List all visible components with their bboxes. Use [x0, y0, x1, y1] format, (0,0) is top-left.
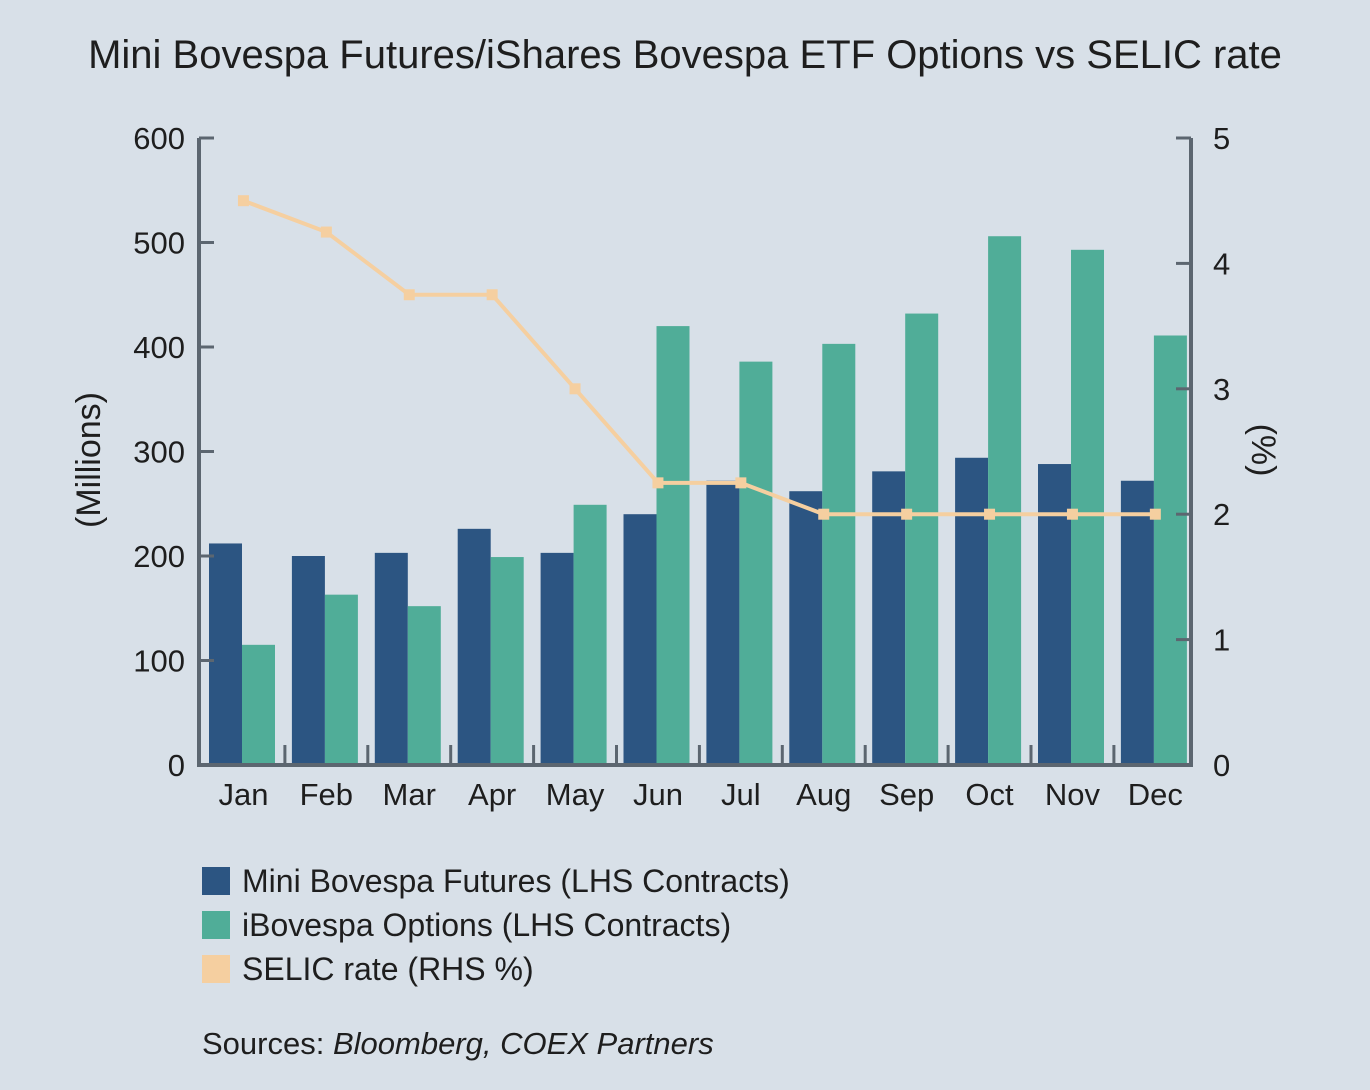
selic-point-nov	[1066, 508, 1078, 520]
bar-options-apr	[490, 557, 524, 765]
legend-label-futures: Mini Bovespa Futures (LHS Contracts)	[242, 863, 790, 899]
source-names: Bloomberg, COEX Partners	[333, 1026, 714, 1061]
selic-point-may	[569, 383, 581, 395]
x-axis-labels: Jan Feb Mar Apr May Jun Jul Aug Sep Oct Nov Dec	[218, 777, 1182, 812]
selic-point-jun	[652, 477, 664, 489]
x-tick-label: Mar	[383, 777, 436, 812]
bar-options-sep	[905, 313, 939, 765]
bar-futures-dec	[1120, 480, 1154, 765]
selic-line-layer	[237, 195, 1161, 520]
legend-swatch-options	[202, 911, 230, 939]
selic-point-oct	[984, 508, 996, 520]
right-tick-label: 2	[1213, 497, 1230, 532]
bar-futures-sep	[872, 471, 906, 765]
source-note: Sources: Bloomberg, COEX Partners	[202, 1026, 714, 1061]
bar-options-dec	[1153, 335, 1187, 765]
left-tick-label: 200	[133, 539, 185, 574]
bar-futures-jan	[209, 543, 242, 765]
left-tick-label: 100	[133, 644, 185, 679]
selic-point-dec	[1149, 508, 1161, 520]
legend-swatch-futures	[202, 867, 230, 895]
x-tick-label: Nov	[1045, 777, 1101, 812]
right-axis-ticks: 0 1 2 3 4 5	[1213, 121, 1230, 783]
legend-label-options: iBovespa Options (LHS Contracts)	[242, 907, 731, 943]
bar-futures-mar	[374, 552, 408, 765]
left-axis-label: (Millions)	[70, 392, 108, 528]
x-tick-label: Dec	[1128, 777, 1183, 812]
bar-futures-aug	[789, 491, 823, 765]
right-tick-label: 4	[1213, 246, 1230, 281]
left-axis-ticks: 0 100 200 300 400 500 600	[133, 121, 185, 783]
selic-point-apr	[486, 289, 498, 301]
bar-options-nov	[1071, 249, 1104, 765]
left-tick-label: 0	[168, 748, 185, 783]
bar-futures-jun	[623, 514, 657, 765]
bar-options-oct	[988, 236, 1022, 766]
right-tick-label: 3	[1213, 372, 1230, 407]
bar-options-feb	[324, 594, 358, 765]
bar-options-jan	[242, 644, 275, 765]
legend: Mini Bovespa Futures (LHS Contracts) iBo…	[202, 863, 790, 987]
bar-options-mar	[407, 606, 441, 765]
bar-options-may	[573, 504, 607, 765]
bar-futures-apr	[457, 528, 491, 765]
x-tick-label: Jul	[721, 777, 761, 812]
bar-options-jul	[739, 361, 773, 765]
bars-layer	[209, 236, 1187, 766]
x-tick-label: Feb	[300, 777, 353, 812]
bar-options-aug	[822, 343, 856, 765]
selic-point-feb	[320, 226, 332, 238]
bar-futures-feb	[291, 556, 325, 765]
left-tick-label: 400	[133, 330, 185, 365]
bar-futures-jul	[706, 480, 740, 765]
x-tick-label: Jun	[633, 777, 683, 812]
right-axis-label: (%)	[1244, 424, 1282, 477]
right-tick-label: 5	[1213, 121, 1230, 156]
selic-point-jan	[237, 195, 249, 207]
x-tick-label: Sep	[879, 777, 934, 812]
selic-line	[242, 198, 1156, 517]
selic-point-aug	[818, 508, 830, 520]
chart-title: Mini Bovespa Futures/iShares Bovespa ETF…	[88, 33, 1282, 77]
x-tick-label: Apr	[468, 777, 516, 812]
selic-point-mar	[403, 289, 415, 301]
right-tick-label: 0	[1213, 748, 1230, 783]
legend-swatch-selic	[202, 955, 230, 983]
bar-futures-oct	[955, 457, 989, 765]
x-tick-label: Oct	[965, 777, 1014, 812]
x-tick-label: Jan	[218, 777, 268, 812]
legend-label-selic: SELIC rate (RHS %)	[242, 951, 534, 987]
x-tick-label: Aug	[796, 777, 851, 812]
selic-point-jul	[735, 477, 747, 489]
left-tick-label: 300	[133, 435, 185, 470]
bar-futures-nov	[1038, 464, 1071, 765]
left-tick-label: 500	[133, 226, 185, 261]
selic-point-sep	[901, 508, 913, 520]
bar-options-jun	[656, 326, 690, 765]
left-tick-label: 600	[133, 121, 185, 156]
axes-layer	[197, 136, 1193, 767]
x-tick-label: May	[546, 777, 605, 812]
right-tick-label: 1	[1213, 623, 1230, 658]
bar-futures-may	[540, 552, 574, 765]
source-prefix: Sources:	[202, 1026, 333, 1061]
